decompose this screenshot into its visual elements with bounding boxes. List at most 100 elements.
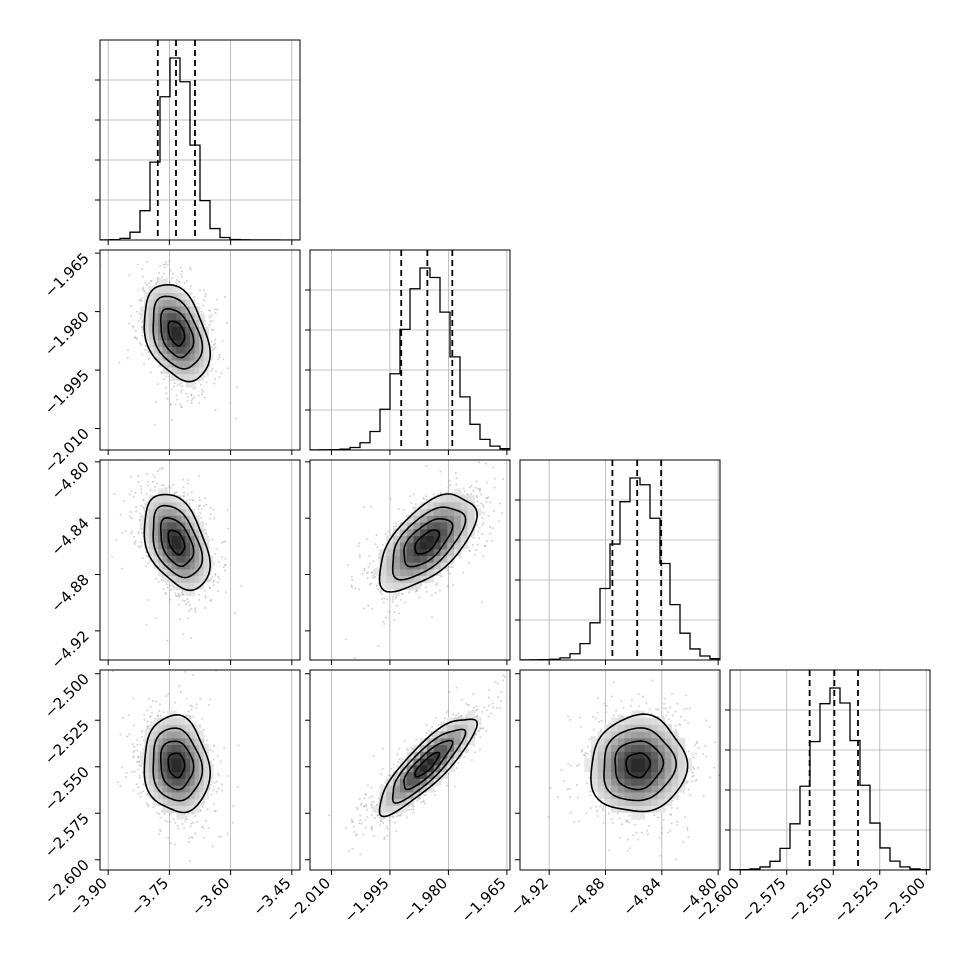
scatter-point: [218, 356, 221, 359]
scatter-point: [158, 709, 161, 712]
density-cell: [180, 346, 186, 354]
scatter-point: [234, 612, 237, 615]
scatter-point: [201, 393, 204, 396]
scatter-point: [166, 263, 169, 266]
scatter-point: [484, 462, 487, 465]
scatter-point: [140, 544, 143, 547]
scatter-point: [168, 484, 171, 487]
density-cell: [447, 495, 455, 503]
density-cell: [162, 488, 168, 496]
scatter-point: [160, 466, 163, 469]
density-cell: [153, 353, 159, 361]
scatter-point: [181, 633, 184, 636]
histogram-2: [520, 477, 720, 660]
scatter-point: [373, 576, 376, 579]
scatter-point: [181, 388, 184, 391]
scatter-point: [141, 730, 144, 733]
scatter-point: [393, 619, 396, 622]
scatter-point: [126, 356, 129, 359]
density-cell: [379, 568, 387, 577]
scatter-point: [403, 601, 406, 604]
scatter-point: [392, 595, 395, 598]
scatter-point: [409, 495, 412, 498]
scatter-point: [173, 493, 176, 496]
scatter-point: [489, 501, 492, 504]
scatter-point: [524, 487, 526, 489]
scatter-point: [214, 573, 217, 576]
scatter-point: [125, 735, 128, 738]
scatter-point: [133, 543, 136, 546]
scatter-point: [192, 499, 195, 502]
density-cell: [158, 333, 164, 341]
scatter-point: [160, 275, 163, 278]
scatter-point: [212, 580, 215, 583]
density-cell: [148, 312, 154, 321]
density-cell: [153, 305, 159, 314]
density-cell: [454, 548, 462, 557]
scatter-point: [437, 493, 440, 496]
density-cell: [176, 542, 182, 550]
density-cell: [171, 582, 177, 590]
panel-frame: [309, 249, 511, 451]
density-cell: [167, 326, 173, 334]
density-cell: [180, 548, 186, 557]
density-cell: [167, 353, 173, 361]
scatter-point: [432, 492, 435, 495]
density-cell: [176, 305, 182, 314]
scatter-point: [185, 280, 188, 283]
scatter-point: [418, 596, 421, 599]
scatter-point: [187, 479, 190, 482]
scatter-point: [127, 714, 130, 717]
scatter-point: [471, 543, 474, 546]
scatter-point: [382, 601, 385, 604]
density-cell: [194, 522, 200, 530]
contour-2: [391, 506, 467, 581]
density-cell: [203, 535, 209, 543]
density-cell: [148, 548, 154, 557]
density-cell: [460, 535, 469, 543]
scatter-point: [209, 320, 212, 323]
scatter-point: [407, 591, 410, 594]
density-cell: [413, 535, 421, 543]
density-cell: [199, 535, 205, 543]
density-cell: [171, 333, 177, 341]
scatter-point: [156, 482, 159, 485]
density-cell: [158, 278, 164, 287]
density-cell: [194, 353, 200, 361]
density-cell: [158, 339, 164, 348]
density-cell: [162, 333, 168, 341]
density-cell: [158, 495, 164, 503]
scatter-point: [149, 371, 152, 374]
scatter-point: [153, 476, 156, 479]
scatter-point: [153, 485, 156, 488]
density-cell: [171, 319, 177, 327]
density-cell: [148, 305, 154, 314]
scatter-point: [175, 281, 178, 284]
density-cell: [176, 366, 182, 375]
density-cell: [426, 548, 435, 557]
contour-3: [143, 493, 212, 592]
scatter-point: [203, 396, 206, 399]
scatter-point: [134, 336, 137, 339]
scatter-point: [202, 836, 205, 839]
density-cell: [413, 575, 421, 583]
scatter-point: [174, 594, 177, 597]
scatter-point: [186, 399, 189, 402]
density-cell: [148, 333, 154, 341]
scatter-point: [140, 488, 143, 491]
scatter-point: [162, 587, 165, 590]
scatter-point: [201, 390, 204, 393]
scatter-point: [137, 532, 140, 535]
scatter-point: [163, 266, 166, 269]
scatter-point: [425, 465, 428, 468]
scatter-point: [470, 493, 473, 496]
scatter-point: [190, 292, 193, 295]
density-cell: [148, 542, 154, 550]
density-cell: [176, 548, 182, 557]
scatter-point: [450, 565, 453, 568]
scatter-point: [415, 589, 418, 592]
scatter-point: [143, 363, 146, 366]
density-cell: [440, 528, 448, 536]
scatter-point: [180, 385, 183, 388]
scatter-point: [371, 607, 374, 610]
